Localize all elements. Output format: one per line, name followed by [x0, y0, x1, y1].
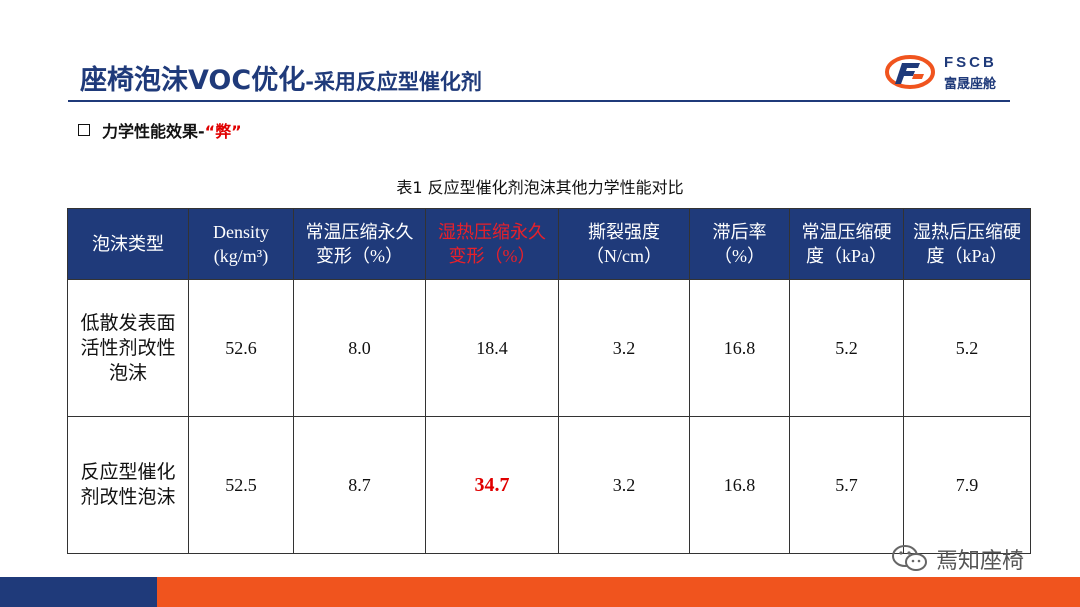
header-tear-strength: 撕裂强度（N/cm）	[558, 208, 690, 280]
cell-foam-type: 反应型催化剂改性泡沫	[67, 416, 189, 554]
cell-humid-compression-set: 18.4	[425, 279, 559, 417]
cell-density: 52.5	[188, 416, 294, 554]
table-header-row: 泡沫类型 Density (kg/m³) 常温压缩永久变形（%） 湿热压缩永久变…	[67, 208, 1031, 280]
section-emphasis: “弊”	[204, 122, 242, 141]
cell-hysteresis: 16.8	[689, 279, 790, 417]
title-main: 座椅泡沫VOC优化	[80, 65, 306, 96]
cell-foam-type: 低散发表面活性剂改性泡沫	[67, 279, 189, 417]
cell-tear-strength: 3.2	[558, 279, 690, 417]
header-compression-set: 常温压缩永久变形（%）	[293, 208, 426, 280]
cell-humid-hardness: 7.9	[903, 416, 1031, 554]
logo-text-en: FSCB	[944, 54, 997, 71]
cell-tear-strength: 3.2	[558, 416, 690, 554]
cell-compression-hardness: 5.7	[789, 416, 904, 554]
cell-density: 52.6	[188, 279, 294, 417]
title-divider	[68, 100, 1010, 102]
company-logo: FSCB 富晟座舱	[884, 52, 1014, 92]
header-foam-type: 泡沫类型	[67, 208, 189, 280]
header-humid-compression-set: 湿热压缩永久变形（%）	[425, 208, 559, 280]
header-humid-hardness: 湿热后压缩硬度（kPa）	[903, 208, 1031, 280]
section-heading: 力学性能效果- “弊”	[78, 118, 242, 142]
header-compression-hardness: 常温压缩硬度（kPa）	[789, 208, 904, 280]
cell-humid-hardness: 5.2	[903, 279, 1031, 417]
header-density: Density (kg/m³)	[188, 208, 294, 280]
footer-bar-blue	[0, 577, 157, 607]
title-suffix: -采用反应型催化剂	[305, 70, 482, 94]
table-caption: 表1 反应型催化剂泡沫其他力学性能对比	[396, 178, 684, 197]
fscb-logo-icon	[885, 55, 935, 89]
logo-text-cn: 富晟座舱	[944, 77, 997, 92]
section-label: 力学性能效果-	[102, 122, 205, 141]
table-row: 低散发表面活性剂改性泡沫 52.6 8.0 18.4 3.2 16.8 5.2 …	[67, 279, 1031, 417]
cell-humid-compression-set: 34.7	[425, 416, 559, 554]
cell-hysteresis: 16.8	[689, 416, 790, 554]
cell-compression-set: 8.7	[293, 416, 426, 554]
comparison-table: 泡沫类型 Density (kg/m³) 常温压缩永久变形（%） 湿热压缩永久变…	[67, 208, 1031, 554]
table-row: 反应型催化剂改性泡沫 52.5 8.7 34.7 3.2 16.8 5.7 7.…	[67, 416, 1031, 554]
watermark-text: 焉知座椅	[936, 549, 1025, 574]
cell-compression-hardness: 5.2	[789, 279, 904, 417]
header-hysteresis: 滞后率（%）	[689, 208, 790, 280]
footer-bar-orange	[157, 577, 1080, 607]
checkbox-bullet-icon	[78, 124, 90, 136]
wechat-icon	[892, 545, 927, 571]
watermark: 焉知座椅	[890, 542, 1024, 576]
cell-compression-set: 8.0	[293, 279, 426, 417]
page-title: 座椅泡沫VOC优化-采用反应型催化剂	[80, 58, 482, 97]
